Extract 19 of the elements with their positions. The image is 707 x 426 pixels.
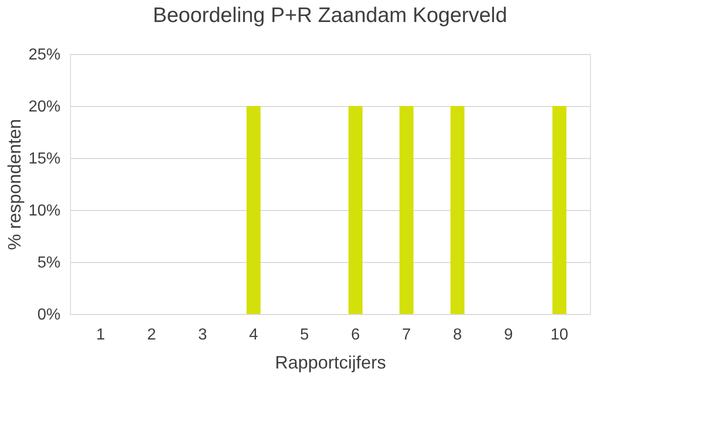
x-tick-label: 6 bbox=[351, 326, 360, 344]
y-tick-label: 15% bbox=[28, 150, 60, 168]
x-tick-label: 10 bbox=[550, 326, 568, 344]
y-tick-label: 20% bbox=[28, 98, 60, 116]
x-tick-label: 1 bbox=[96, 326, 106, 344]
x-axis-title: Rapportcijfers bbox=[274, 352, 386, 372]
chart-title: Beoordeling P+R Zaandam Kogerveld bbox=[152, 4, 508, 27]
y-tick-label: 25% bbox=[28, 46, 60, 64]
x-tick-label: 5 bbox=[300, 326, 310, 344]
y-axis-title: % respondenten bbox=[4, 118, 24, 250]
y-tick-label: 10% bbox=[28, 202, 60, 220]
y-tick-label: 5% bbox=[37, 254, 60, 272]
x-tick-label: 8 bbox=[453, 326, 462, 344]
y-tick-label: 0% bbox=[37, 306, 60, 324]
x-tick-label: 9 bbox=[504, 326, 513, 344]
x-tick-label: 4 bbox=[249, 326, 258, 344]
x-tick-label: 2 bbox=[147, 326, 156, 344]
x-tick-label: 7 bbox=[402, 326, 412, 344]
x-tick-label: 3 bbox=[198, 326, 208, 344]
